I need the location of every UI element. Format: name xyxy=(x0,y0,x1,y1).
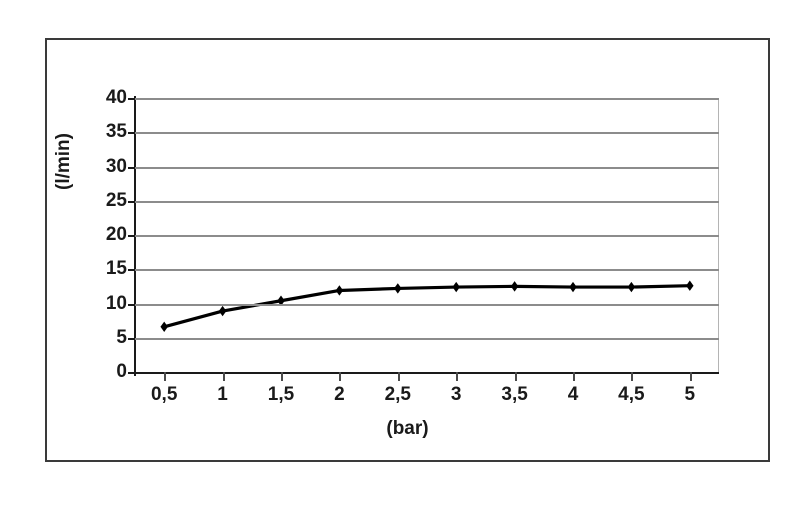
gridline-horizontal xyxy=(135,269,719,272)
gridline-horizontal xyxy=(135,200,719,203)
x-axis-tick xyxy=(631,372,634,381)
x-axis-tick-label: 3,5 xyxy=(501,384,528,405)
data-point-marker xyxy=(627,281,636,293)
x-axis-tick-label: 2 xyxy=(334,384,345,405)
y-axis-tick-label: 25 xyxy=(105,189,127,211)
gridline-horizontal xyxy=(135,166,719,169)
chart-surface: (l/min) 40 35 30 25 20 15 10 5 0 (bar) 0,5 1 1,5 2 2… xyxy=(47,40,768,460)
y-axis-tick xyxy=(128,337,135,340)
y-axis-tick xyxy=(128,166,135,169)
data-point-marker xyxy=(160,321,168,332)
figure-frame: (l/min) 40 35 30 25 20 15 10 5 0 (bar) 0,5 1 1,5 2 2… xyxy=(45,38,770,462)
y-axis-tick xyxy=(128,235,135,237)
y-axis-tick xyxy=(128,98,135,100)
plot-area xyxy=(135,98,719,374)
x-axis-tick xyxy=(164,372,167,381)
x-axis-title: (bar) xyxy=(386,418,429,439)
gridline-horizontal xyxy=(135,303,719,306)
x-axis-tick-label: 4,5 xyxy=(618,384,645,405)
x-axis-tick xyxy=(222,372,225,381)
x-axis-tick-label: 4 xyxy=(567,384,579,405)
x-axis-tick xyxy=(456,372,459,381)
y-axis-tick-label: 20 xyxy=(105,224,127,245)
data-point-marker xyxy=(452,281,460,293)
x-axis-tick-label: 2,5 xyxy=(384,384,411,405)
data-point-marker xyxy=(335,285,344,296)
x-axis-tick xyxy=(573,372,575,381)
data-point-marker xyxy=(569,281,577,293)
x-axis-tick xyxy=(514,372,517,381)
y-axis-tick-label: 30 xyxy=(105,155,127,177)
gridline-horizontal xyxy=(135,98,719,100)
data-point-marker xyxy=(686,280,694,291)
y-axis-tick-label: 10 xyxy=(105,292,127,314)
y-axis-tick-label: 5 xyxy=(116,326,127,348)
y-axis-tick-label: 0 xyxy=(116,361,127,382)
gridline-horizontal xyxy=(135,337,719,340)
y-axis-tick-label: 15 xyxy=(105,258,127,280)
data-series-line xyxy=(160,280,694,332)
gridline-horizontal xyxy=(135,235,719,237)
y-axis-tick xyxy=(128,200,135,203)
y-axis-title: (l/min) xyxy=(53,133,74,190)
y-axis-tick-labels: 40 35 30 25 20 15 10 5 0 xyxy=(75,40,127,460)
x-axis-tick xyxy=(689,372,692,381)
x-axis-tick xyxy=(339,372,342,381)
x-axis-tick-label: 3 xyxy=(450,384,462,405)
y-axis-tick-label: 40 xyxy=(105,87,127,108)
x-axis-tick-label: 1 xyxy=(217,384,228,405)
x-axis-tick-label: 0,5 xyxy=(150,384,178,405)
y-axis-tick xyxy=(128,303,135,306)
x-axis-tick xyxy=(281,372,283,381)
data-point-marker xyxy=(510,281,519,292)
x-axis-tick xyxy=(397,372,400,381)
y-axis-tick xyxy=(128,269,135,272)
y-axis-tick xyxy=(128,372,135,374)
x-axis-tick-label: 1,5 xyxy=(267,384,295,405)
data-point-marker xyxy=(218,305,227,317)
x-axis-baseline xyxy=(135,372,719,374)
data-point-marker xyxy=(394,283,402,294)
data-point-marker xyxy=(277,295,285,306)
y-axis-tick xyxy=(128,132,135,135)
series-line xyxy=(162,284,692,329)
y-axis-tick-label: 35 xyxy=(105,121,127,143)
x-axis-tick-label: 5 xyxy=(684,384,696,405)
gridline-horizontal xyxy=(135,132,719,135)
